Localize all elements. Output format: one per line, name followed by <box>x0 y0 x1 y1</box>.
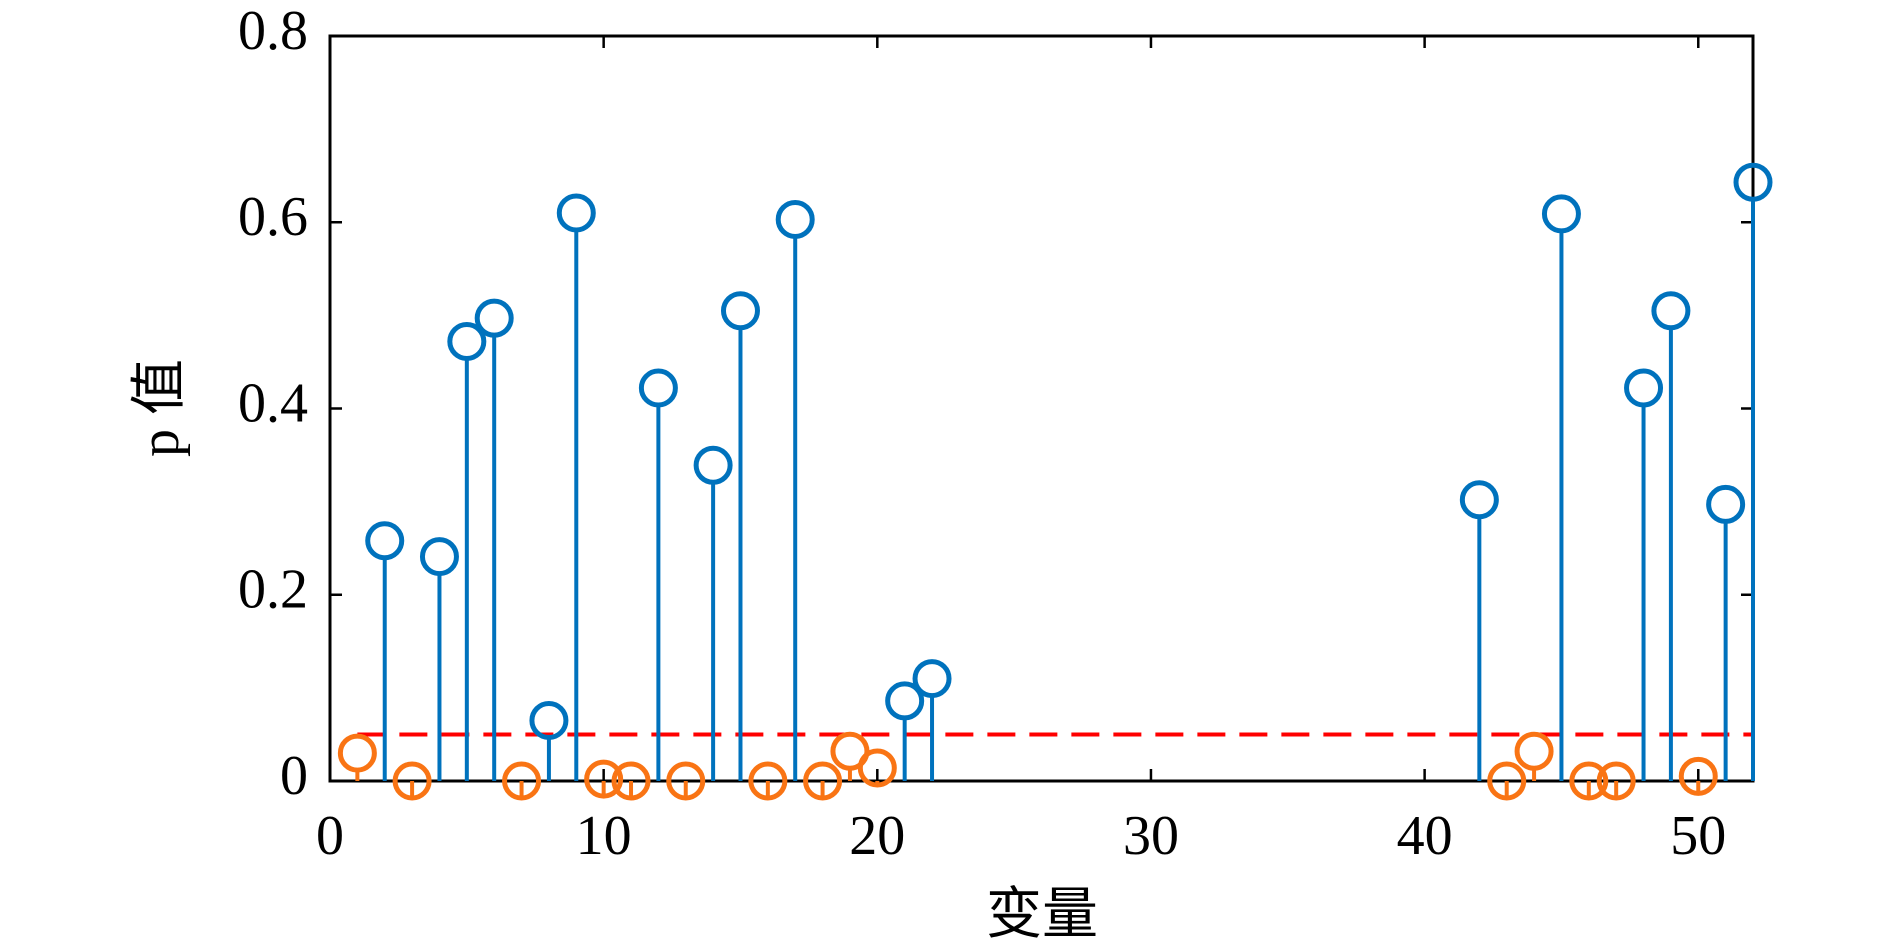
stem-marker <box>365 521 405 561</box>
y-axis-label: p 值 <box>129 359 191 457</box>
stem-marker <box>447 321 487 361</box>
stem-marker <box>720 291 760 331</box>
stem-marker <box>666 761 706 801</box>
stem-marker <box>857 748 897 788</box>
x-axis-label: 变量 <box>986 884 1098 946</box>
x-tick-label: 50 <box>1670 805 1726 867</box>
x-tick-label: 0 <box>316 805 344 867</box>
x-tick-label: 40 <box>1397 805 1453 867</box>
stem-marker <box>1678 756 1718 796</box>
stem-marker <box>775 199 815 239</box>
y-tick-label: 0.6 <box>238 186 308 248</box>
stem-marker <box>502 761 542 801</box>
stem-marker <box>1651 291 1691 331</box>
stem-marker <box>1624 368 1664 408</box>
y-tick-label: 0.8 <box>238 0 308 62</box>
stem-marker <box>584 759 624 799</box>
x-tick-label: 20 <box>849 805 905 867</box>
stem-marker <box>1596 761 1636 801</box>
stem-marker <box>830 731 870 771</box>
stem-marker <box>1541 194 1581 234</box>
stem-marker <box>556 193 596 233</box>
y-tick-label: 0 <box>280 745 308 807</box>
stem-marker <box>885 681 925 721</box>
stem-marker <box>474 298 514 338</box>
stem-marker <box>1514 731 1554 771</box>
x-tick-label: 10 <box>576 805 632 867</box>
y-tick-label: 0.4 <box>238 372 308 434</box>
stem-marker <box>912 659 952 699</box>
stem-marker <box>392 761 432 801</box>
stem-marker <box>748 761 788 801</box>
stem-marker <box>419 537 459 577</box>
stem-marker <box>1569 761 1609 801</box>
x-tick-label: 30 <box>1123 805 1179 867</box>
stem-marker <box>611 761 651 801</box>
stem-marker <box>529 700 569 740</box>
stem-marker <box>693 445 733 485</box>
stem-marker <box>337 733 377 773</box>
stem-marker <box>803 761 843 801</box>
stem-marker <box>1487 761 1527 801</box>
stem-marker <box>1459 480 1499 520</box>
y-tick-label: 0.2 <box>238 559 308 621</box>
stem-marker <box>1706 484 1746 524</box>
stem-marker <box>638 368 678 408</box>
stem-marker <box>1733 162 1773 202</box>
